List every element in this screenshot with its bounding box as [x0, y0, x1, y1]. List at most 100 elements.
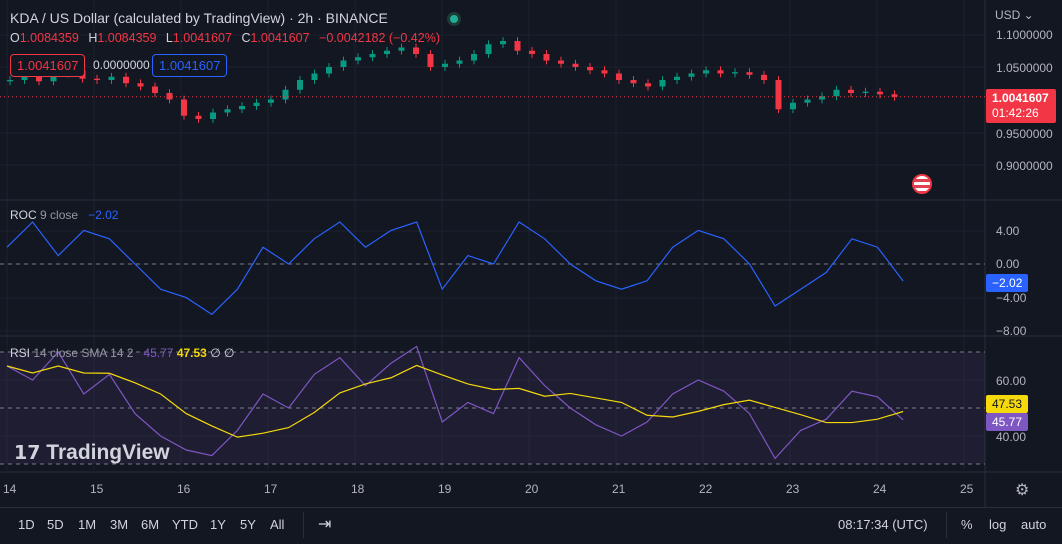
- candle: [181, 99, 187, 116]
- roc-line: [6, 221, 904, 316]
- time-tick: 25: [960, 482, 974, 496]
- last-price-tag: 1.0041607 01:42:26: [986, 89, 1056, 123]
- range-1m[interactable]: 1M: [78, 517, 97, 532]
- candle: [645, 83, 651, 87]
- candle: [311, 73, 318, 80]
- candle: [717, 70, 724, 74]
- roc-tick: −4.00: [996, 291, 1027, 305]
- candle: [877, 91, 883, 95]
- candle: [587, 67, 593, 71]
- time-tick: 15: [90, 482, 104, 496]
- candle: [761, 74, 767, 80]
- ohlc-legend: O1.0084359 H1.0084359 L1.0041607 C1.0041…: [10, 31, 440, 45]
- candle: [674, 76, 680, 80]
- candle: [688, 73, 695, 77]
- symbol-title: KDA / US Dollar (calculated by TradingVi…: [10, 10, 388, 26]
- currency-select[interactable]: USD ⌄: [995, 8, 1034, 22]
- rsi-tick: 40.00: [996, 430, 1027, 444]
- rsi-legend: RSI 14 close SMA 14 2 45.77 47.53 ∅ ∅: [10, 346, 235, 360]
- candle: [442, 63, 448, 67]
- range-5y[interactable]: 5Y: [240, 517, 256, 532]
- candle: [268, 99, 274, 103]
- candle: [326, 67, 332, 74]
- range-5d[interactable]: 5D: [47, 517, 64, 532]
- price-tick: 0.9500000: [996, 127, 1053, 141]
- candle: [514, 41, 521, 51]
- time-tick: 14: [3, 482, 17, 496]
- sma-value-tag: 47.53: [986, 395, 1029, 413]
- roc-tick: 0.00: [996, 257, 1020, 271]
- candle: [790, 102, 796, 110]
- rsi-band: [0, 352, 985, 464]
- roc-value-tag: −2.02: [986, 274, 1029, 292]
- candle: [862, 91, 869, 93]
- rsi-tick: 60.00: [996, 374, 1027, 388]
- time-tick: 16: [177, 482, 191, 496]
- range-3m[interactable]: 3M: [110, 517, 129, 532]
- candle: [471, 54, 477, 61]
- range-ytd[interactable]: YTD: [172, 517, 198, 532]
- roc-tick: −8.00: [996, 324, 1027, 338]
- buy-button[interactable]: 1.0041607: [152, 54, 228, 77]
- us-flag-icon[interactable]: [912, 174, 932, 194]
- chart-canvas[interactable]: [0, 0, 1062, 507]
- candle: [413, 47, 419, 54]
- market-open-icon: [447, 12, 461, 26]
- candle: [775, 80, 782, 110]
- candle: [224, 109, 231, 113]
- range-6m[interactable]: 6M: [141, 517, 160, 532]
- candle: [369, 54, 376, 58]
- rsi-line: [6, 345, 904, 460]
- range-1d[interactable]: 1D: [18, 517, 35, 532]
- candle: [36, 76, 42, 82]
- date-range-icon[interactable]: ⇥: [318, 516, 332, 533]
- candle: [485, 44, 492, 54]
- price-tick: 1.0500000: [996, 61, 1053, 75]
- candle: [529, 50, 535, 54]
- candle: [630, 80, 637, 84]
- percent-toggle[interactable]: %: [961, 517, 973, 532]
- candle: [137, 83, 144, 87]
- candle: [543, 54, 550, 61]
- candle: [297, 80, 303, 90]
- roc-tick: 4.00: [996, 224, 1020, 238]
- time-tick: 23: [786, 482, 800, 496]
- candle: [659, 80, 666, 87]
- clock[interactable]: 08:17:34 (UTC): [838, 517, 928, 532]
- time-tick: 24: [873, 482, 887, 496]
- log-toggle[interactable]: log: [989, 517, 1007, 532]
- candle: [340, 60, 347, 67]
- candle: [601, 70, 608, 74]
- candle: [253, 102, 260, 106]
- time-tick: 22: [699, 482, 713, 496]
- range-1y[interactable]: 1Y: [210, 517, 226, 532]
- range-all[interactable]: All: [270, 517, 285, 532]
- candle: [456, 60, 463, 64]
- candle: [50, 73, 57, 82]
- candle: [152, 86, 158, 93]
- rsi-sma-line: [6, 364, 904, 438]
- candle: [123, 76, 129, 84]
- auto-toggle[interactable]: auto: [1021, 517, 1047, 532]
- candle: [891, 94, 898, 97]
- candle: [282, 89, 289, 100]
- candle: [210, 112, 216, 119]
- time-tick: 19: [438, 482, 452, 496]
- candle: [746, 72, 753, 75]
- candle: [108, 76, 115, 80]
- sell-button[interactable]: 1.0041607: [10, 54, 86, 77]
- divider: [303, 512, 304, 538]
- candle: [616, 73, 622, 80]
- candle: [703, 70, 709, 74]
- candle: [804, 99, 811, 103]
- rsi-value-tag: 45.77: [986, 413, 1029, 431]
- candle: [572, 63, 579, 67]
- tradingview-logo[interactable]: 𝟭𝟳 TradingView: [14, 441, 170, 464]
- candle: [819, 96, 825, 100]
- candle: [558, 60, 564, 64]
- settings-gear-icon[interactable]: ⚙: [1015, 482, 1030, 499]
- divider: [946, 512, 947, 538]
- time-tick: 18: [351, 482, 365, 496]
- price-tick: 0.9000000: [996, 159, 1053, 173]
- price-tick: 1.1000000: [996, 28, 1053, 42]
